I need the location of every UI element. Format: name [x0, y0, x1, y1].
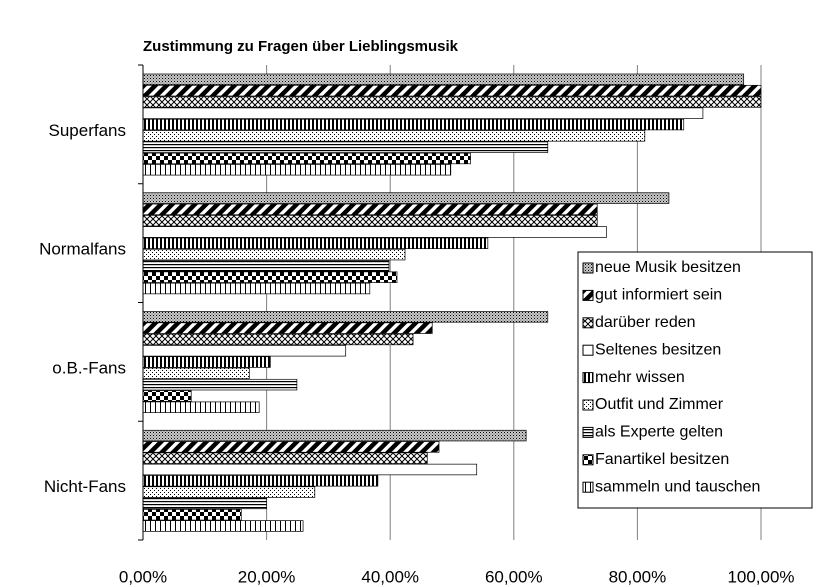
bar: [142, 164, 452, 176]
bar: [142, 322, 433, 334]
legend-label: neue Musik besitzen: [595, 259, 741, 276]
bar: [142, 509, 242, 521]
bar: [142, 226, 607, 238]
y-tick-label: o.B.-Fans: [52, 358, 126, 377]
legend-swatch: [582, 262, 594, 274]
x-tick-label: 40,00%: [361, 567, 419, 586]
bar: [142, 367, 250, 380]
legend-swatch: [582, 454, 594, 466]
x-tick-label: 20,00%: [238, 567, 296, 586]
x-tick-label: 0,00%: [119, 567, 167, 586]
bar: [142, 248, 406, 261]
bar: [142, 84, 762, 97]
bar: [142, 333, 414, 346]
bar: [142, 260, 390, 272]
y-tick-label: Normalfans: [39, 240, 126, 259]
bar: [142, 463, 478, 476]
bar: [142, 497, 267, 510]
bar: [142, 107, 704, 119]
legend-swatch: [582, 399, 594, 411]
bar: [142, 345, 347, 357]
legend-swatch: [582, 317, 594, 329]
legend-swatch: [582, 289, 594, 301]
legend-label: gut informiert sein: [595, 287, 722, 304]
bar: [142, 237, 489, 249]
bar: [142, 282, 371, 295]
bar: [142, 192, 670, 204]
y-tick-label: Superfans: [49, 121, 127, 140]
legend-label: darüber reden: [595, 314, 696, 331]
bar: [142, 130, 646, 142]
bar: [142, 311, 549, 323]
bar: [142, 118, 685, 131]
legend-label: Seltenes besitzen: [595, 341, 721, 358]
bar: [142, 96, 762, 108]
bar: [142, 486, 316, 498]
legend-swatch: [582, 481, 594, 493]
legend-label: als Experte gelten: [595, 424, 723, 441]
bar: [142, 475, 379, 487]
bar: [142, 356, 271, 368]
legend-label: Fanartikel besitzen: [595, 451, 729, 468]
bar: [142, 441, 440, 453]
legend-label: sammeln und tauschen: [595, 478, 760, 495]
bar: [142, 429, 527, 442]
bar: [142, 401, 260, 413]
legend-swatch: [582, 344, 594, 356]
chart-title: Zustimmung zu Fragen über Lieblingsmusik: [143, 38, 459, 55]
legend-box: [577, 251, 813, 509]
bar: [142, 141, 549, 153]
bar: [142, 390, 192, 402]
bar: [142, 152, 471, 165]
bar: [142, 215, 598, 227]
legend-swatch: [582, 426, 594, 438]
legend-swatch: [582, 372, 594, 384]
bar: [142, 271, 398, 283]
x-tick-label: 100,00%: [727, 567, 794, 586]
bar: [142, 520, 304, 532]
y-tick-label: Nicht-Fans: [44, 477, 126, 496]
bar: [142, 203, 598, 216]
x-tick-label: 80,00%: [609, 567, 667, 586]
bar: [142, 452, 428, 464]
x-tick-label: 60,00%: [485, 567, 543, 586]
bar: [142, 73, 745, 86]
legend-label: Outfit und Zimmer: [595, 396, 724, 413]
bar: [142, 378, 298, 391]
legend-label: mehr wissen: [595, 369, 685, 386]
